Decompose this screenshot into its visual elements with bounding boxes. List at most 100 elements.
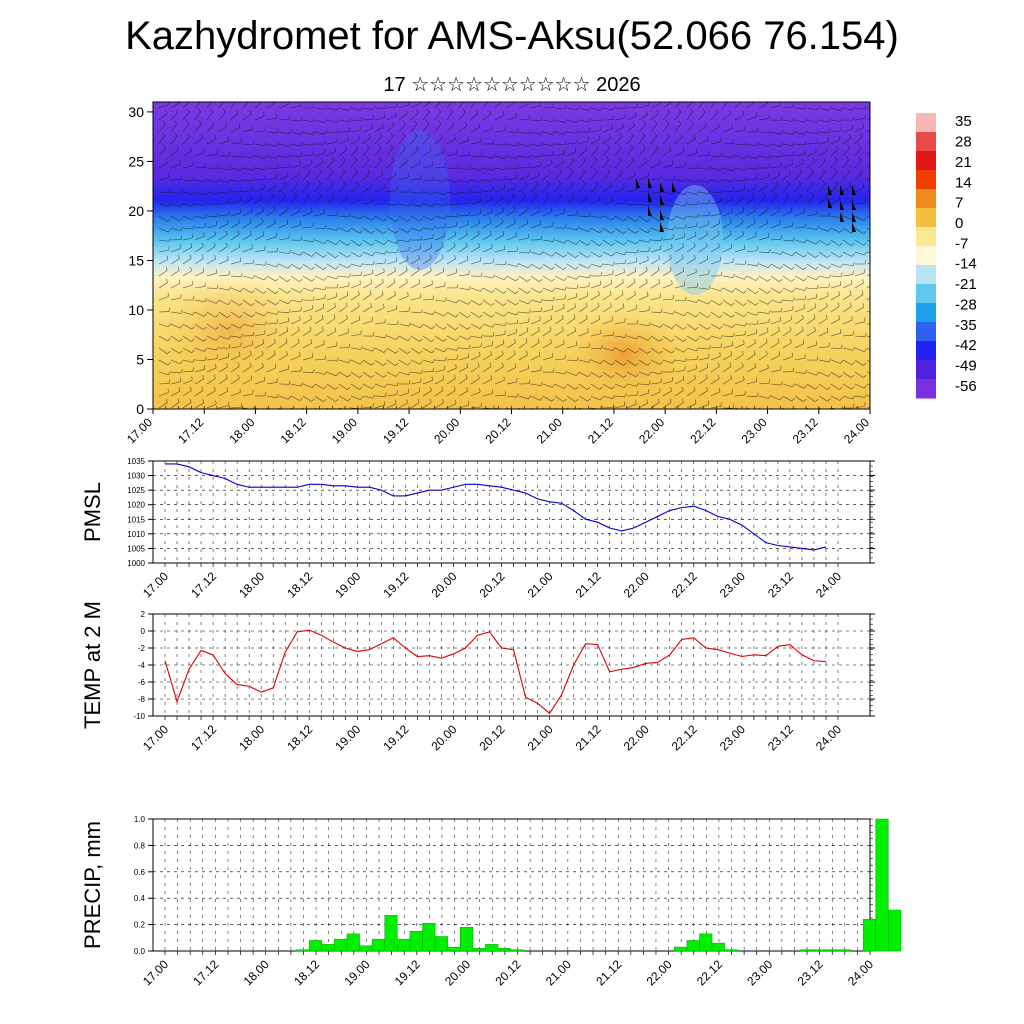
wind-barb xyxy=(314,287,325,290)
wind-barb xyxy=(542,330,552,337)
wind-barb xyxy=(614,335,625,338)
wind-barb xyxy=(530,165,541,169)
wind-barb-flag xyxy=(573,314,576,319)
wind-barb-flag xyxy=(767,102,769,104)
wind-barb xyxy=(302,395,312,402)
wind-barb-flag xyxy=(489,218,492,223)
wind-barb xyxy=(278,143,289,147)
wind-barb xyxy=(866,215,870,219)
wind-barb-flag xyxy=(383,349,387,353)
wind-barb-flag xyxy=(524,181,527,186)
wind-barb-flag xyxy=(456,283,459,288)
wind-barb xyxy=(266,117,277,121)
wind-barb-flag xyxy=(864,198,866,203)
wind-barb xyxy=(758,368,769,373)
wind-barb-flag xyxy=(864,260,867,265)
wind-barb xyxy=(746,299,756,306)
wind-barb xyxy=(206,403,217,409)
x-tick-label: 19.12 xyxy=(380,722,411,753)
precip-bar xyxy=(674,946,688,952)
precip-bar xyxy=(447,946,461,952)
wind-barb xyxy=(710,311,720,318)
wind-barb-flag xyxy=(876,374,879,377)
wind-barb xyxy=(722,179,733,182)
wind-barb-flag xyxy=(876,241,879,244)
wind-barb xyxy=(302,330,312,337)
wind-barb-flag xyxy=(659,387,661,392)
wind-barb xyxy=(326,371,337,377)
wind-barb xyxy=(434,299,445,302)
wind-barb-flag xyxy=(298,206,300,211)
wind-barb xyxy=(794,119,805,123)
wind-barb xyxy=(278,287,288,294)
wind-barb-flag xyxy=(585,302,588,307)
wind-barb xyxy=(194,335,204,342)
wind-barb xyxy=(206,215,217,217)
wind-barb xyxy=(854,239,864,246)
wind-barb xyxy=(458,102,464,109)
wind-barb-flag xyxy=(672,226,675,231)
wind-barb-flag xyxy=(262,362,264,367)
wind-barb xyxy=(782,342,792,349)
wind-barb xyxy=(446,246,456,253)
wind-barb-flag xyxy=(864,251,867,256)
wind-barb xyxy=(806,297,817,301)
wind-barb xyxy=(554,251,564,258)
wind-barb-flag xyxy=(599,396,603,401)
wind-barb-flag xyxy=(514,338,516,343)
wind-barb-flag xyxy=(516,247,519,252)
wind-barb-flag xyxy=(511,193,515,197)
wind-barb xyxy=(434,258,444,265)
wind-barb-flag xyxy=(742,230,744,235)
wind-barb xyxy=(314,196,322,205)
wind-barb-flag xyxy=(384,199,387,204)
wind-barb xyxy=(242,211,253,217)
wind-barb xyxy=(566,151,577,157)
wind-barb-flag xyxy=(694,374,696,379)
wind-barb xyxy=(326,296,337,301)
wind-barb-flag xyxy=(312,384,315,388)
wind-barb-flag xyxy=(251,314,255,318)
wind-barb-flag xyxy=(167,361,171,366)
wind-barb-flag xyxy=(576,276,579,280)
wind-barb-flag xyxy=(395,373,399,377)
wind-barb-flag xyxy=(300,366,302,371)
wind-barb xyxy=(194,286,205,289)
wind-barb xyxy=(494,222,504,229)
wind-barb-flag xyxy=(612,115,615,120)
wind-barb xyxy=(554,263,564,270)
wind-barb-flag xyxy=(216,200,219,205)
wind-barb-flag xyxy=(249,218,252,223)
wind-barb xyxy=(746,196,755,205)
wind-barb-flag xyxy=(192,225,195,230)
wind-barb-flag xyxy=(702,108,706,113)
wind-barb xyxy=(722,234,732,241)
wind-barb xyxy=(470,287,481,292)
wind-barb xyxy=(506,186,516,193)
wind-barb xyxy=(314,358,325,361)
wind-barb-flag xyxy=(238,243,241,248)
wind-barb xyxy=(614,187,625,193)
precip-bar xyxy=(308,940,323,952)
wind-barb xyxy=(350,284,361,289)
wind-barb xyxy=(194,102,201,109)
wind-barb xyxy=(710,299,720,306)
wind-barb-flag xyxy=(606,156,609,160)
wind-barb xyxy=(182,123,190,133)
wind-barb xyxy=(698,139,709,145)
wind-barb xyxy=(758,185,768,193)
wind-barb xyxy=(458,167,469,171)
wind-barb-flag xyxy=(587,386,591,390)
wind-barb xyxy=(398,282,408,289)
wind-barb-flag xyxy=(765,182,768,187)
wind-barb-flag xyxy=(669,254,672,259)
wind-barb xyxy=(734,198,744,205)
wind-barb xyxy=(614,159,622,169)
wind-barb-flag xyxy=(719,314,723,318)
wind-barb xyxy=(254,380,265,385)
wind-barb xyxy=(530,174,540,181)
wind-barb xyxy=(770,184,779,193)
wind-barb-flag xyxy=(672,234,674,239)
x-tick-label: 22.12 xyxy=(687,415,718,446)
wind-barb xyxy=(638,295,649,301)
